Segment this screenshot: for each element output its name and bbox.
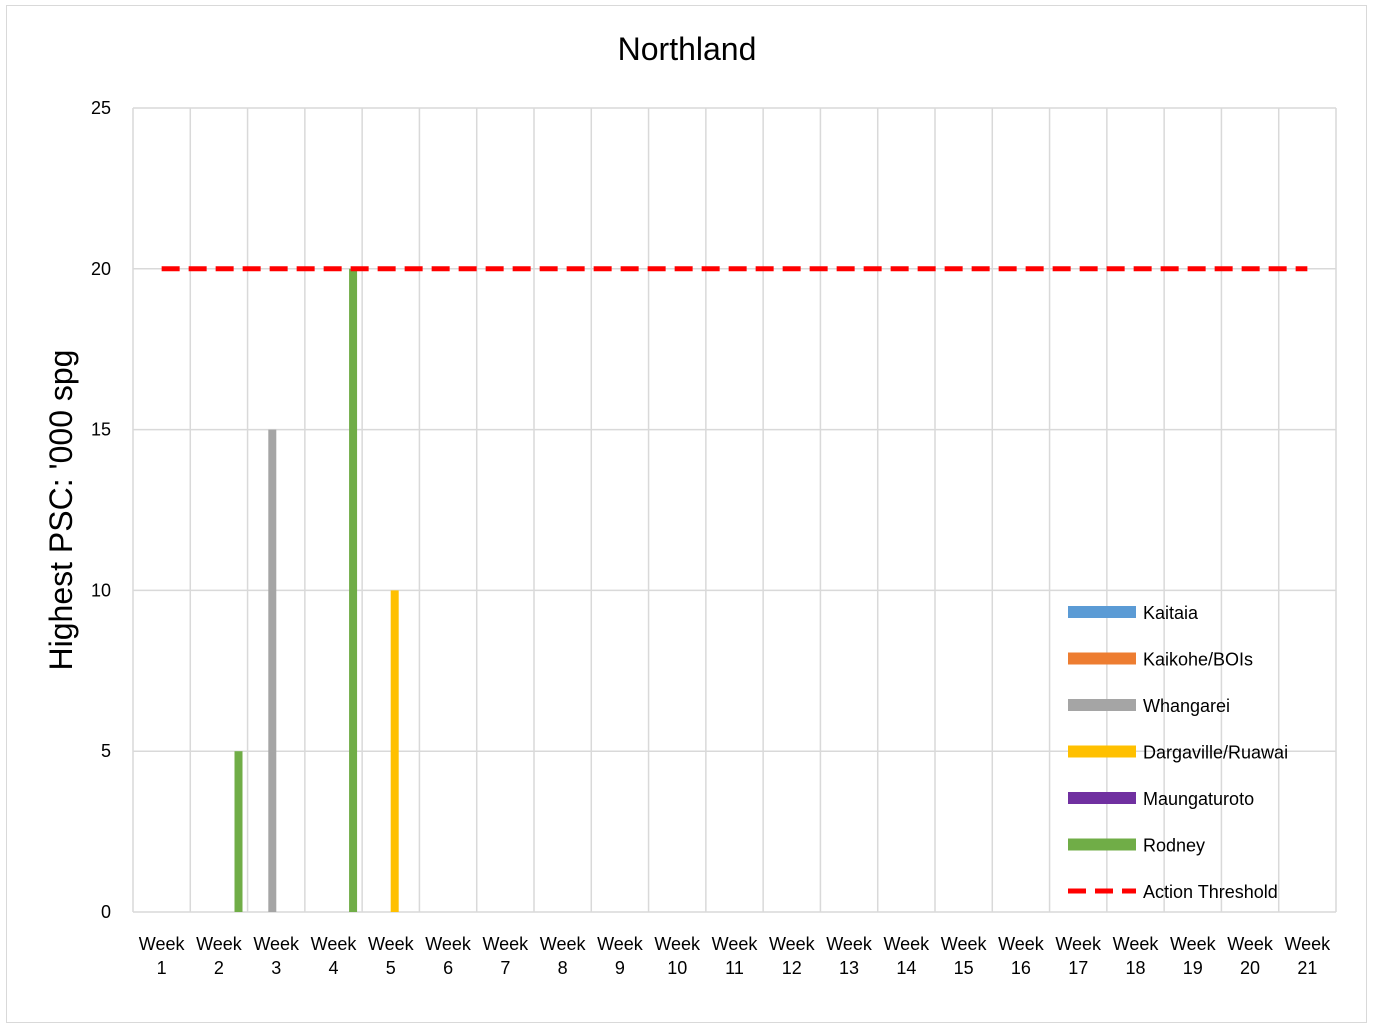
x-tick-label: Week 21 [1285, 934, 1332, 978]
x-tick-label: Week 11 [712, 934, 759, 978]
x-tick-label-line: Week [1227, 934, 1274, 954]
legend-label: Action Threshold [1143, 882, 1278, 902]
x-tick-label: Week 6 [425, 934, 472, 978]
y-tick-label: 25 [91, 98, 111, 118]
bars [234, 268, 399, 912]
x-tick-label-line: Week [1285, 934, 1332, 954]
x-tick-label: Week 20 [1227, 934, 1274, 978]
x-tick-label-line: Week [998, 934, 1045, 954]
x-tick-label: Week 5 [368, 934, 415, 978]
x-tick-label: Week 2 [196, 934, 243, 978]
x-tick-label: Week 1 [139, 934, 186, 978]
x-tick-label-line: Week [139, 934, 186, 954]
x-tick-label-line: Week [483, 934, 530, 954]
x-tick-label-line: 8 [558, 958, 568, 978]
x-tick-label-line: Week [425, 934, 472, 954]
x-tick-label-line: 14 [896, 958, 916, 978]
x-tick-label: Week 7 [483, 934, 530, 978]
legend-swatch [1068, 745, 1136, 758]
x-tick-label-line: Week [941, 934, 988, 954]
chart-title: Northland [618, 31, 757, 67]
y-tick-label: 0 [101, 902, 111, 922]
x-tick-label-line: 18 [1125, 958, 1145, 978]
x-tick-label: Week 3 [253, 934, 300, 978]
legend-swatch [1068, 838, 1136, 851]
x-tick-label-line: Week [1055, 934, 1102, 954]
x-tick-label: Week 15 [941, 934, 988, 978]
x-tick-label-line: 16 [1011, 958, 1031, 978]
x-tick-label-line: Week [826, 934, 873, 954]
x-tick-label: Week 8 [540, 934, 587, 978]
x-tick-label: Week 18 [1113, 934, 1160, 978]
x-tick-label: Week 9 [597, 934, 644, 978]
gridlines [132, 107, 1337, 913]
legend-swatch [1068, 792, 1136, 804]
bar [268, 429, 277, 912]
x-tick-label-line: 3 [271, 958, 281, 978]
x-axis-ticks: Week 1 Week 2 Week 3 Week 4 Week 5 Week 6 Week 7 Week 8… [139, 934, 1331, 978]
x-tick-label-line: 2 [214, 958, 224, 978]
x-tick-label-line: Week [1170, 934, 1217, 954]
legend-label: Maungaturoto [1143, 789, 1254, 809]
x-tick-label: Week 13 [826, 934, 873, 978]
y-tick-label: 20 [91, 259, 111, 279]
x-tick-label: Week 12 [769, 934, 816, 978]
x-tick-label-line: 12 [782, 958, 802, 978]
x-tick-label: Week 14 [884, 934, 931, 978]
bar [349, 268, 358, 912]
legend-label: Rodney [1143, 836, 1205, 856]
legend-swatch [1068, 699, 1136, 711]
x-tick-label-line: 13 [839, 958, 859, 978]
x-tick-label-line: 21 [1297, 958, 1317, 978]
x-tick-label-line: Week [540, 934, 587, 954]
x-tick-label-line: 5 [386, 958, 396, 978]
x-tick-label-line: Week [597, 934, 644, 954]
legend-label: Kaikohe/BOIs [1143, 650, 1253, 670]
bar [390, 590, 399, 912]
legend-label: Dargaville/Ruawai [1143, 743, 1288, 763]
x-tick-label-line: 15 [954, 958, 974, 978]
y-axis-ticks: 0 5 10 15 20 25 [91, 98, 111, 922]
legend-swatch [1068, 606, 1136, 618]
x-tick-label-line: 1 [157, 958, 167, 978]
x-tick-label-line: 11 [725, 958, 744, 978]
x-tick-label: Week 4 [311, 934, 358, 978]
legend-swatch [1068, 652, 1136, 665]
x-tick-label-line: 10 [667, 958, 687, 978]
x-tick-label-line: Week [253, 934, 300, 954]
x-tick-label-line: Week [368, 934, 415, 954]
x-tick-label: Week 19 [1170, 934, 1217, 978]
x-tick-label-line: Week [769, 934, 816, 954]
x-tick-label-line: 7 [500, 958, 510, 978]
x-tick-label: Week 10 [654, 934, 701, 978]
y-axis-title: Highest PSC: '000 spg [43, 350, 79, 671]
chart-frame [6, 5, 1367, 1023]
x-tick-label-line: Week [196, 934, 243, 954]
bar [234, 751, 243, 912]
legend-label: Kaitaia [1143, 603, 1199, 623]
x-tick-label-line: Week [1113, 934, 1160, 954]
x-tick-label-line: Week [311, 934, 358, 954]
x-tick-label: Week 16 [998, 934, 1045, 978]
y-tick-label: 15 [91, 420, 111, 440]
x-tick-label-line: Week [654, 934, 701, 954]
x-tick-label-line: 19 [1183, 958, 1203, 978]
legend-label: Whangarei [1143, 696, 1230, 716]
x-tick-label-line: Week [884, 934, 931, 954]
x-tick-label: Week 17 [1055, 934, 1102, 978]
y-tick-label: 5 [101, 741, 111, 761]
legend: Kaitaia Kaikohe/BOIs Whangarei Dargaville/R… [1068, 603, 1288, 902]
x-tick-label-line: 4 [328, 958, 338, 978]
x-tick-label-line: 6 [443, 958, 453, 978]
y-tick-label: 10 [91, 580, 111, 600]
x-tick-label-line: 9 [615, 958, 625, 978]
x-tick-label-line: Week [712, 934, 759, 954]
x-tick-label-line: 17 [1068, 958, 1088, 978]
x-tick-label-line: 20 [1240, 958, 1260, 978]
